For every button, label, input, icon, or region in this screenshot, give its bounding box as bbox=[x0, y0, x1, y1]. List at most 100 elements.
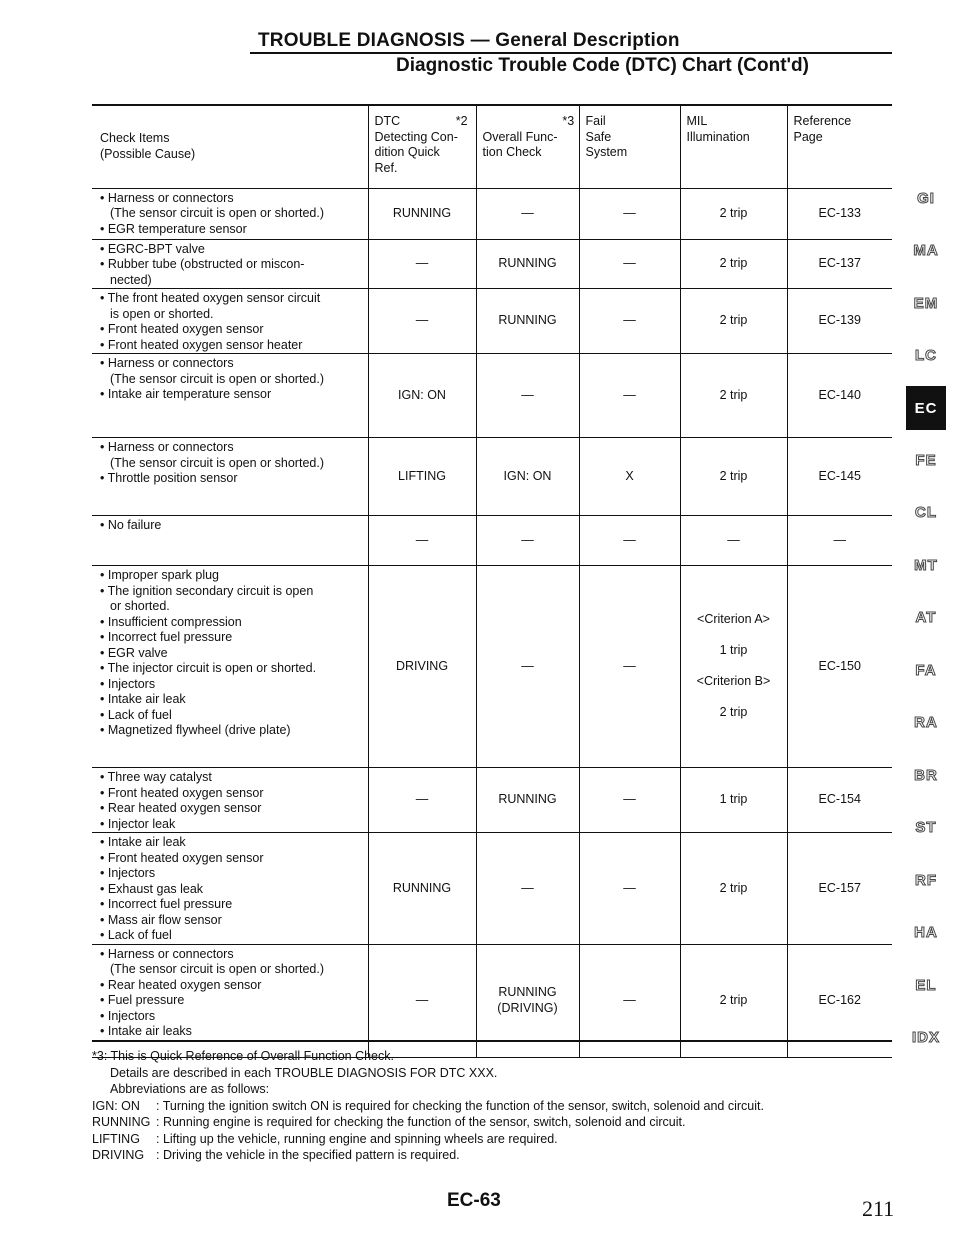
check-item: • Front heated oxygen sensor bbox=[100, 785, 264, 800]
header-line: Detecting Con- bbox=[374, 129, 458, 144]
section-tab-gi[interactable]: GI bbox=[917, 189, 935, 207]
check-item: • Rear heated oxygen sensor bbox=[100, 977, 262, 992]
check-items-cell: • Three way catalyst • Front heated oxyge… bbox=[92, 768, 368, 833]
column-header-fail-safe-system: Fail Safe System bbox=[578, 106, 680, 188]
check-item: • Intake air leak bbox=[100, 835, 186, 849]
section-tab-br[interactable]: BR bbox=[914, 766, 938, 784]
section-tab-fa[interactable]: FA bbox=[915, 661, 937, 679]
dtc-cell: — bbox=[367, 515, 476, 566]
overall-cell: RUNNING bbox=[475, 239, 579, 289]
overall-cell: — bbox=[475, 832, 579, 944]
check-item: • Front heated oxygen sensor bbox=[100, 322, 264, 336]
abbreviation-definition: : Turning the ignition switch ON is requ… bbox=[156, 1098, 764, 1113]
check-item: • Injector leak bbox=[100, 816, 176, 831]
section-tab-em[interactable]: EM bbox=[913, 294, 939, 312]
dtc-cell: — bbox=[367, 288, 476, 354]
check-item: • Lack of fuel bbox=[100, 928, 172, 942]
check-item: • Harness or connectors bbox=[100, 946, 234, 961]
dtc-cell: — bbox=[367, 239, 476, 289]
header-line: (Possible Cause) bbox=[100, 146, 196, 161]
check-item: • Lack of fuel bbox=[100, 707, 172, 722]
check-items-cell: • Harness or connectors (The sensor circu… bbox=[92, 188, 368, 239]
mil-cell: — bbox=[679, 515, 787, 566]
check-item: or shorted. bbox=[110, 599, 170, 613]
check-item: • EGR valve bbox=[100, 645, 168, 660]
check-item: • Injectors bbox=[100, 676, 156, 691]
section-tab-ma[interactable]: MA bbox=[913, 242, 939, 260]
mil-cell: 2 trip bbox=[679, 832, 787, 944]
section-tab-el[interactable]: EL bbox=[915, 976, 937, 994]
mil-cell: 2 trip bbox=[679, 239, 787, 289]
abbreviation-term: LIFTING bbox=[92, 1131, 140, 1146]
dtc-cell: DRIVING bbox=[367, 565, 476, 768]
section-tab-at[interactable]: AT bbox=[915, 609, 937, 627]
page-number: 211 bbox=[862, 1196, 895, 1221]
ref-cell: EC-150 bbox=[786, 565, 892, 768]
section-tab-lc[interactable]: LC bbox=[915, 347, 937, 365]
table-row: • Harness or connectors (The sensor circu… bbox=[92, 437, 892, 516]
header-line: Illumination bbox=[686, 129, 750, 144]
check-item: • Incorrect fuel pressure bbox=[100, 630, 233, 644]
divider bbox=[92, 104, 892, 106]
abbreviation-term: IGN: ON bbox=[92, 1098, 140, 1113]
section-tab-mt[interactable]: MT bbox=[914, 556, 938, 574]
check-item: • The ignition secondary circuit is open bbox=[100, 583, 314, 598]
overall-cell: — bbox=[475, 353, 579, 438]
failsafe-cell: — bbox=[578, 565, 680, 768]
header-line: Ref. bbox=[374, 160, 398, 175]
column-header-dtc-detecting-condition: DTC *2 Detecting Con-dition Quick Ref. bbox=[367, 106, 476, 188]
column-header-check-items: Check Items (Possible Cause) bbox=[92, 106, 368, 188]
abbreviation-row: LIFTING : Lifting up the vehicle, running… bbox=[92, 1131, 764, 1148]
overall-cell: RUNNING bbox=[475, 767, 579, 833]
dtc-cell: LIFTING bbox=[367, 437, 476, 516]
header-line: Safe bbox=[585, 129, 612, 144]
check-item: • Rear heated oxygen sensor bbox=[100, 801, 262, 815]
note-line: Abbreviations are as follows: bbox=[110, 1082, 270, 1096]
abbreviation-definition: : Running engine is required for checkin… bbox=[156, 1115, 686, 1129]
ref-cell: EC-140 bbox=[786, 353, 892, 438]
check-items-cell: • Harness or connectors (The sensor circu… bbox=[92, 438, 368, 516]
table-row: • Improper spark plug • The ignition seco… bbox=[92, 565, 892, 768]
dtc-cell: RUNNING bbox=[367, 188, 476, 239]
mil-cell: 1 trip bbox=[679, 767, 787, 833]
header-line: Check Items bbox=[100, 131, 170, 146]
abbreviation-row: IGN: ON : Turning the ignition switch ON … bbox=[92, 1098, 764, 1115]
table-row: • No failure — — — — — bbox=[92, 515, 892, 566]
ref-cell: EC-145 bbox=[786, 437, 892, 516]
section-tab-idx[interactable]: IDX bbox=[911, 1029, 940, 1047]
overall-cell: IGN: ON bbox=[475, 437, 579, 516]
section-tab-ra[interactable]: RA bbox=[914, 714, 938, 732]
page-code: EC-63 bbox=[447, 1190, 501, 1211]
section-tab-ec[interactable]: EC bbox=[906, 386, 946, 430]
failsafe-cell: — bbox=[578, 767, 680, 833]
abbreviation-definition: : Driving the vehicle in the specified p… bbox=[156, 1148, 460, 1162]
check-item: (The sensor circuit is open or shorted.) bbox=[110, 206, 324, 220]
check-item: • Mass air flow sensor bbox=[100, 912, 222, 927]
table-row: • Harness or connectors (The sensor circu… bbox=[92, 188, 892, 239]
section-tab-ha[interactable]: HA bbox=[914, 924, 938, 942]
dtc-cell: — bbox=[367, 767, 476, 833]
failsafe-cell: — bbox=[578, 944, 680, 1057]
check-item: (The sensor circuit is open or shorted.) bbox=[110, 371, 324, 386]
overall-cell: RUNNING (DRIVING) bbox=[475, 944, 579, 1057]
section-tab-cl[interactable]: CL bbox=[915, 504, 937, 522]
ref-cell: EC-137 bbox=[786, 239, 892, 289]
section-tab-fe[interactable]: FE bbox=[915, 451, 937, 469]
check-item: • EGR temperature sensor bbox=[100, 221, 247, 236]
overall-cell: RUNNING bbox=[475, 288, 579, 354]
column-header-reference-page: Reference Page bbox=[786, 106, 892, 188]
abbreviation-row: DRIVING: Driving the vehicle in the spec… bbox=[92, 1147, 764, 1164]
dtc-cell: IGN: ON bbox=[367, 353, 476, 438]
check-item: (The sensor circuit is open or shorted.) bbox=[110, 455, 324, 470]
ref-cell: EC-139 bbox=[786, 288, 892, 354]
section-tab-st[interactable]: ST bbox=[915, 819, 937, 837]
check-item: • Intake air leaks bbox=[100, 1024, 192, 1038]
abbreviation-definition: : Lifting up the vehicle, running engine… bbox=[156, 1131, 558, 1146]
check-item: • Harness or connectors bbox=[100, 190, 234, 205]
header-line: System bbox=[585, 145, 628, 159]
section-tab-rf[interactable]: RF bbox=[915, 871, 937, 889]
check-item: • Intake air leak bbox=[100, 692, 186, 706]
check-item: • Harness or connectors bbox=[100, 356, 234, 370]
abbreviation-row: RUNNING: Running engine is required for … bbox=[92, 1114, 764, 1131]
